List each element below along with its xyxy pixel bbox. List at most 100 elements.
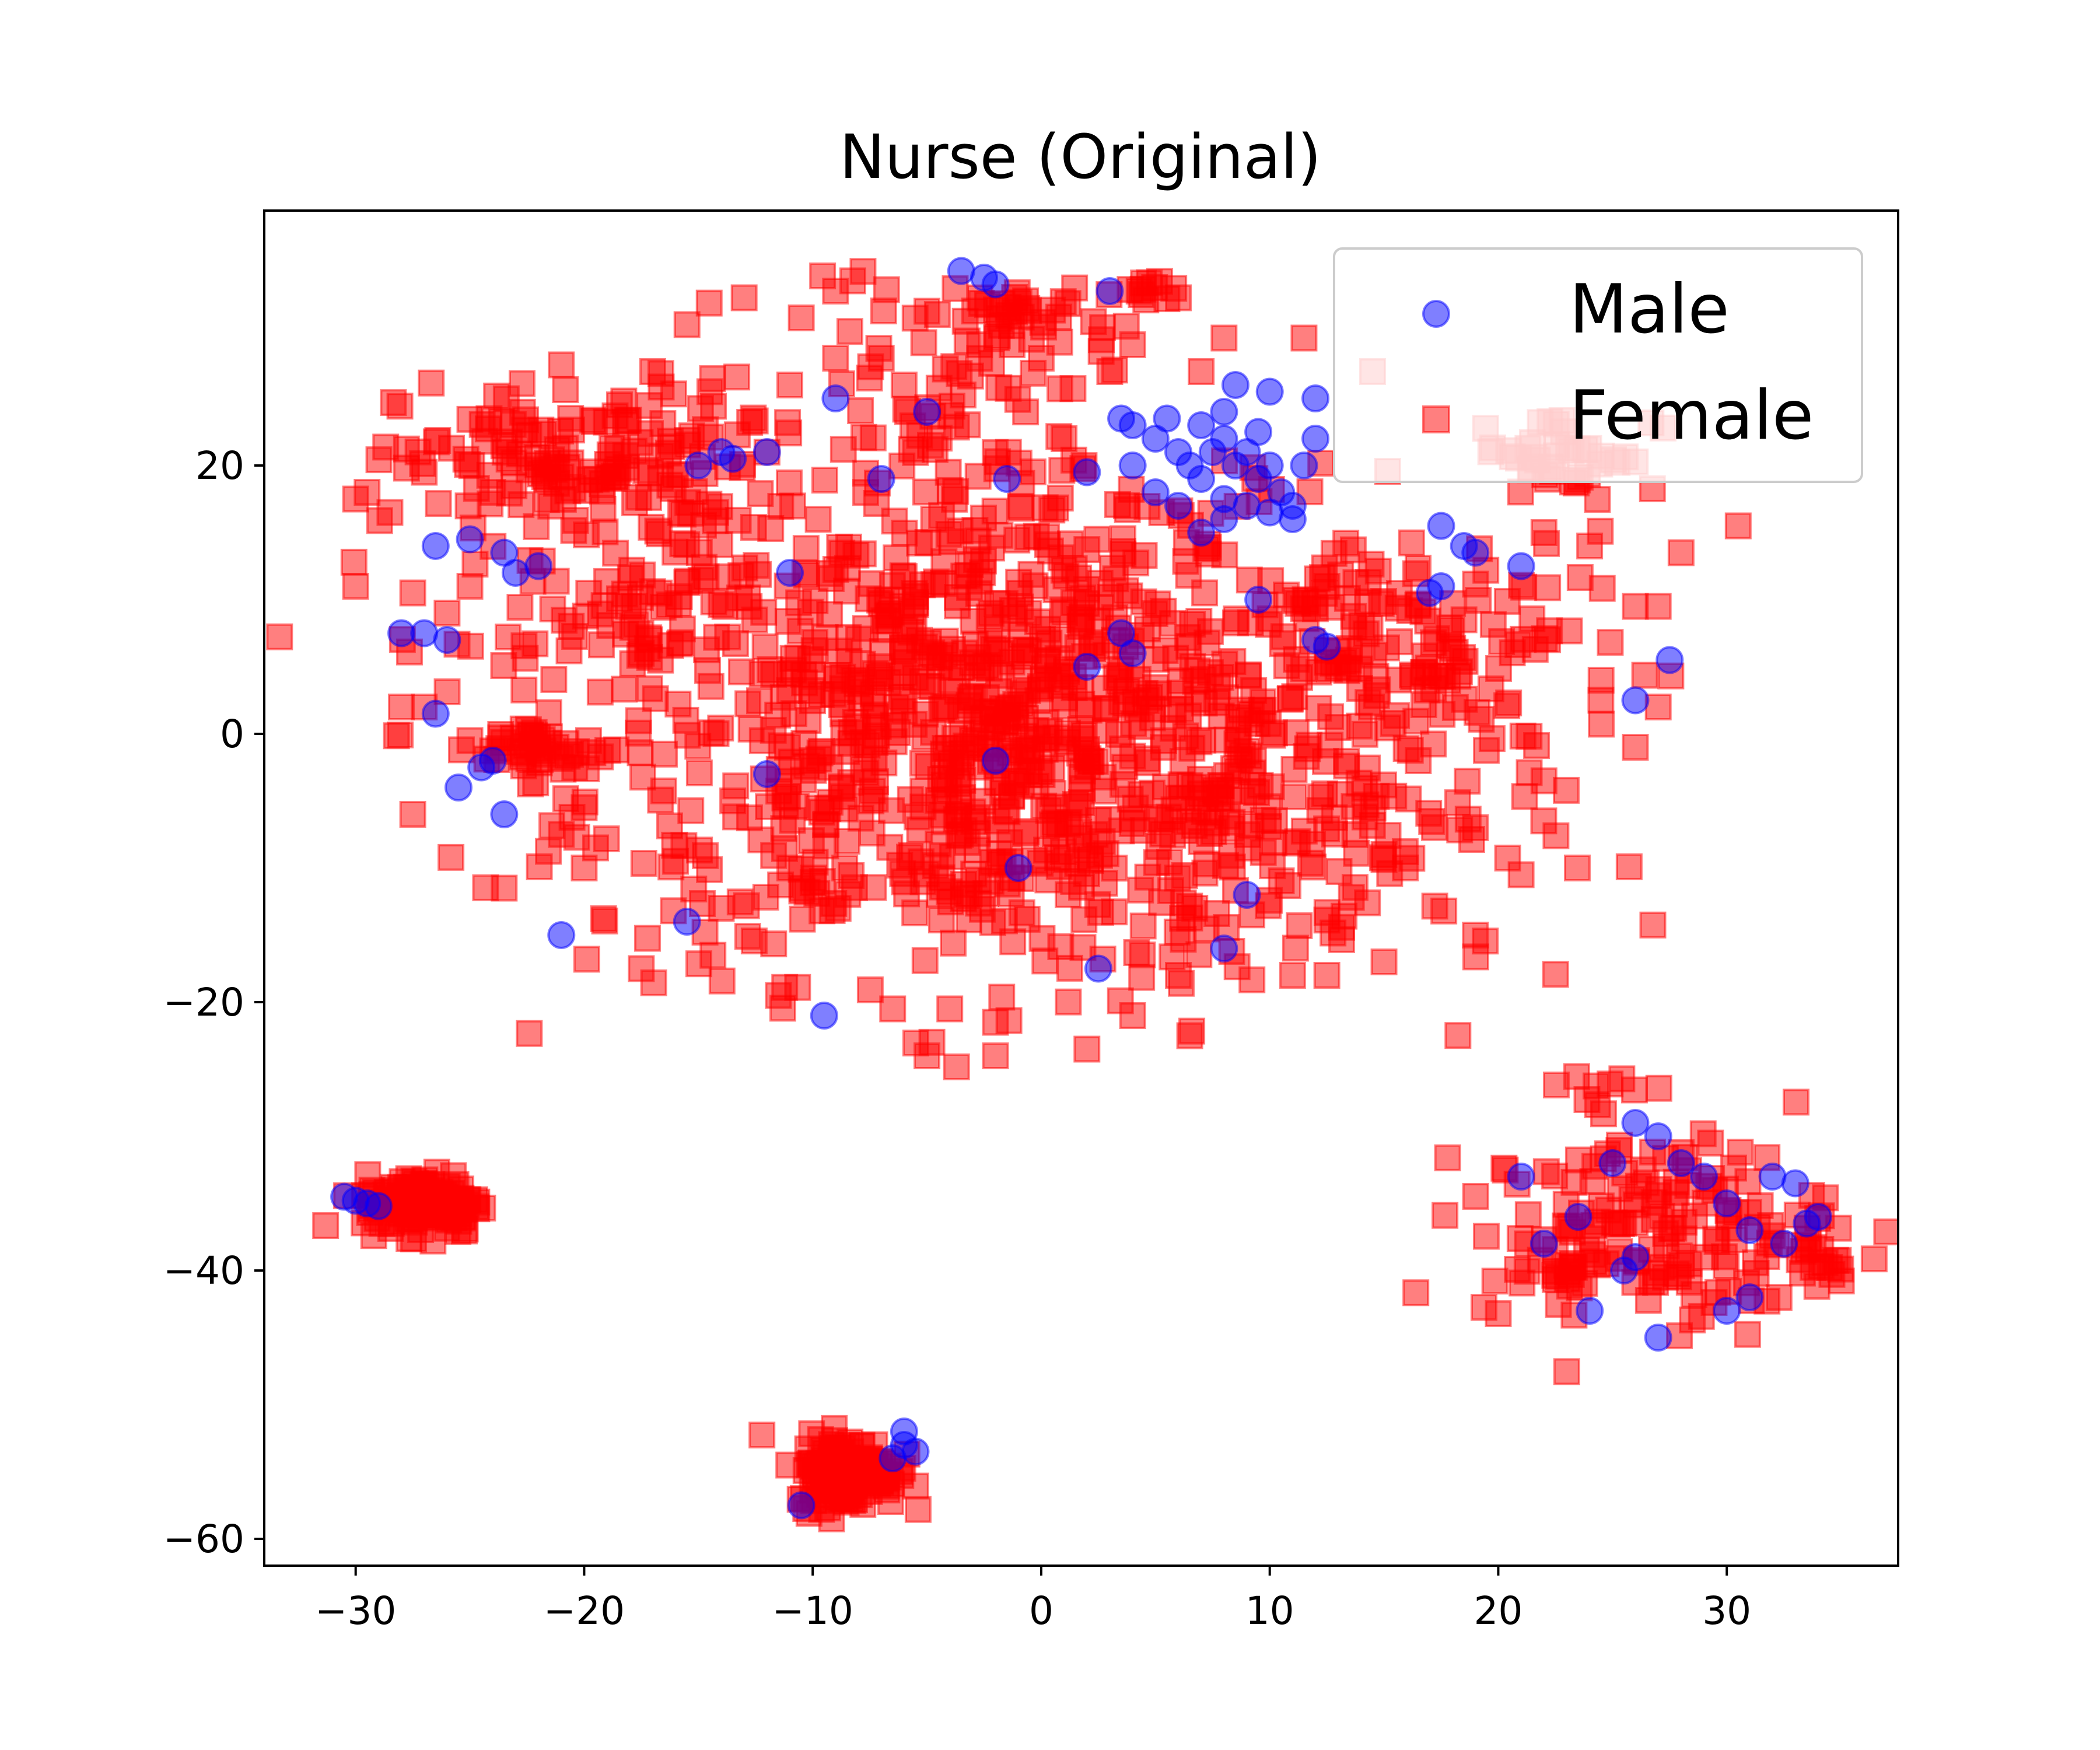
female-point: [775, 1451, 803, 1479]
female-point: [1553, 1358, 1580, 1385]
female-point: [711, 593, 738, 620]
female-point: [1270, 623, 1297, 650]
female-point: [820, 890, 848, 917]
female-point: [1405, 554, 1432, 582]
female-point: [589, 477, 616, 505]
x-tick-label: 30: [1702, 1588, 1751, 1633]
female-point: [953, 327, 981, 355]
y-tick-label: −60: [163, 1517, 244, 1562]
female-point: [1421, 892, 1448, 920]
female-point: [433, 600, 461, 626]
female-point: [1290, 817, 1318, 845]
female-point: [936, 995, 964, 1023]
female-point: [1415, 800, 1443, 827]
female-point: [722, 630, 749, 657]
female-point: [695, 289, 723, 317]
female-point: [858, 570, 886, 597]
female-point: [603, 736, 630, 764]
female-point: [365, 446, 393, 474]
female-point: [685, 950, 713, 978]
male-point: [1758, 1163, 1787, 1191]
female-point: [1300, 853, 1327, 881]
female-point: [891, 868, 918, 895]
female-point: [479, 479, 506, 506]
male-point: [1713, 1297, 1741, 1325]
male-point: [1598, 1149, 1627, 1177]
female-point: [551, 607, 578, 634]
female-point: [548, 351, 575, 379]
female-point: [911, 947, 939, 974]
female-point: [1030, 665, 1057, 692]
female-point: [684, 733, 712, 760]
female-point: [456, 573, 484, 600]
male-point: [1690, 1163, 1718, 1191]
female-point: [1210, 324, 1238, 352]
female-point: [354, 1161, 382, 1188]
female-point: [1282, 935, 1309, 962]
female-point: [1039, 811, 1066, 839]
female-point: [984, 706, 1012, 733]
female-point: [921, 436, 949, 463]
female-point: [619, 614, 646, 641]
male-point: [1210, 398, 1238, 426]
female-point: [399, 801, 426, 828]
male-point: [1187, 465, 1216, 493]
female-point: [634, 925, 661, 952]
female-point: [995, 374, 1022, 402]
female-point: [1055, 988, 1082, 1016]
male-point: [524, 552, 553, 580]
female-point: [537, 492, 565, 520]
female-point: [1119, 1002, 1146, 1029]
male-point: [1564, 1203, 1592, 1231]
female-point: [981, 498, 1009, 525]
male-point: [456, 525, 484, 554]
female-point: [516, 1020, 543, 1047]
female-point: [491, 874, 518, 902]
male-point: [1644, 1324, 1672, 1352]
legend-male-marker: [1422, 300, 1450, 328]
female-point: [937, 667, 964, 694]
female-point: [928, 907, 955, 934]
female-point: [830, 436, 857, 463]
y-tick-label: −40: [163, 1248, 244, 1293]
female-point: [1563, 855, 1591, 882]
female-point: [969, 788, 996, 815]
female-point: [942, 478, 970, 505]
female-point: [360, 1222, 387, 1250]
female-point: [1516, 723, 1543, 750]
male-point: [1153, 404, 1181, 433]
female-point: [778, 748, 805, 776]
male-point: [913, 398, 942, 426]
female-point: [847, 397, 874, 425]
female-point: [708, 967, 736, 995]
female-point: [1279, 962, 1306, 989]
female-point: [1734, 1321, 1761, 1348]
female-point: [708, 895, 735, 922]
female-point: [696, 378, 723, 405]
female-point: [526, 853, 553, 880]
male-point: [1656, 646, 1684, 674]
female-point: [1541, 1163, 1569, 1190]
female-point: [1462, 943, 1489, 971]
female-point: [998, 782, 1026, 809]
female-point: [822, 345, 849, 372]
legend-box: [1333, 247, 1863, 483]
female-point: [1313, 815, 1340, 842]
female-point: [845, 625, 872, 653]
female-point: [1101, 898, 1128, 926]
female-point: [734, 923, 761, 950]
female-point: [1560, 1254, 1588, 1281]
female-point: [706, 493, 734, 520]
female-point: [1286, 912, 1313, 940]
female-point: [1106, 662, 1133, 689]
female-point: [1488, 628, 1516, 655]
female-point: [494, 623, 522, 650]
female-point: [914, 1042, 941, 1069]
female-point: [1788, 1259, 1816, 1287]
female-point: [1280, 783, 1308, 810]
female-point: [606, 391, 633, 419]
female-point: [1274, 872, 1301, 900]
female-point: [1056, 954, 1084, 982]
female-point: [1724, 512, 1752, 540]
female-point: [636, 675, 663, 702]
